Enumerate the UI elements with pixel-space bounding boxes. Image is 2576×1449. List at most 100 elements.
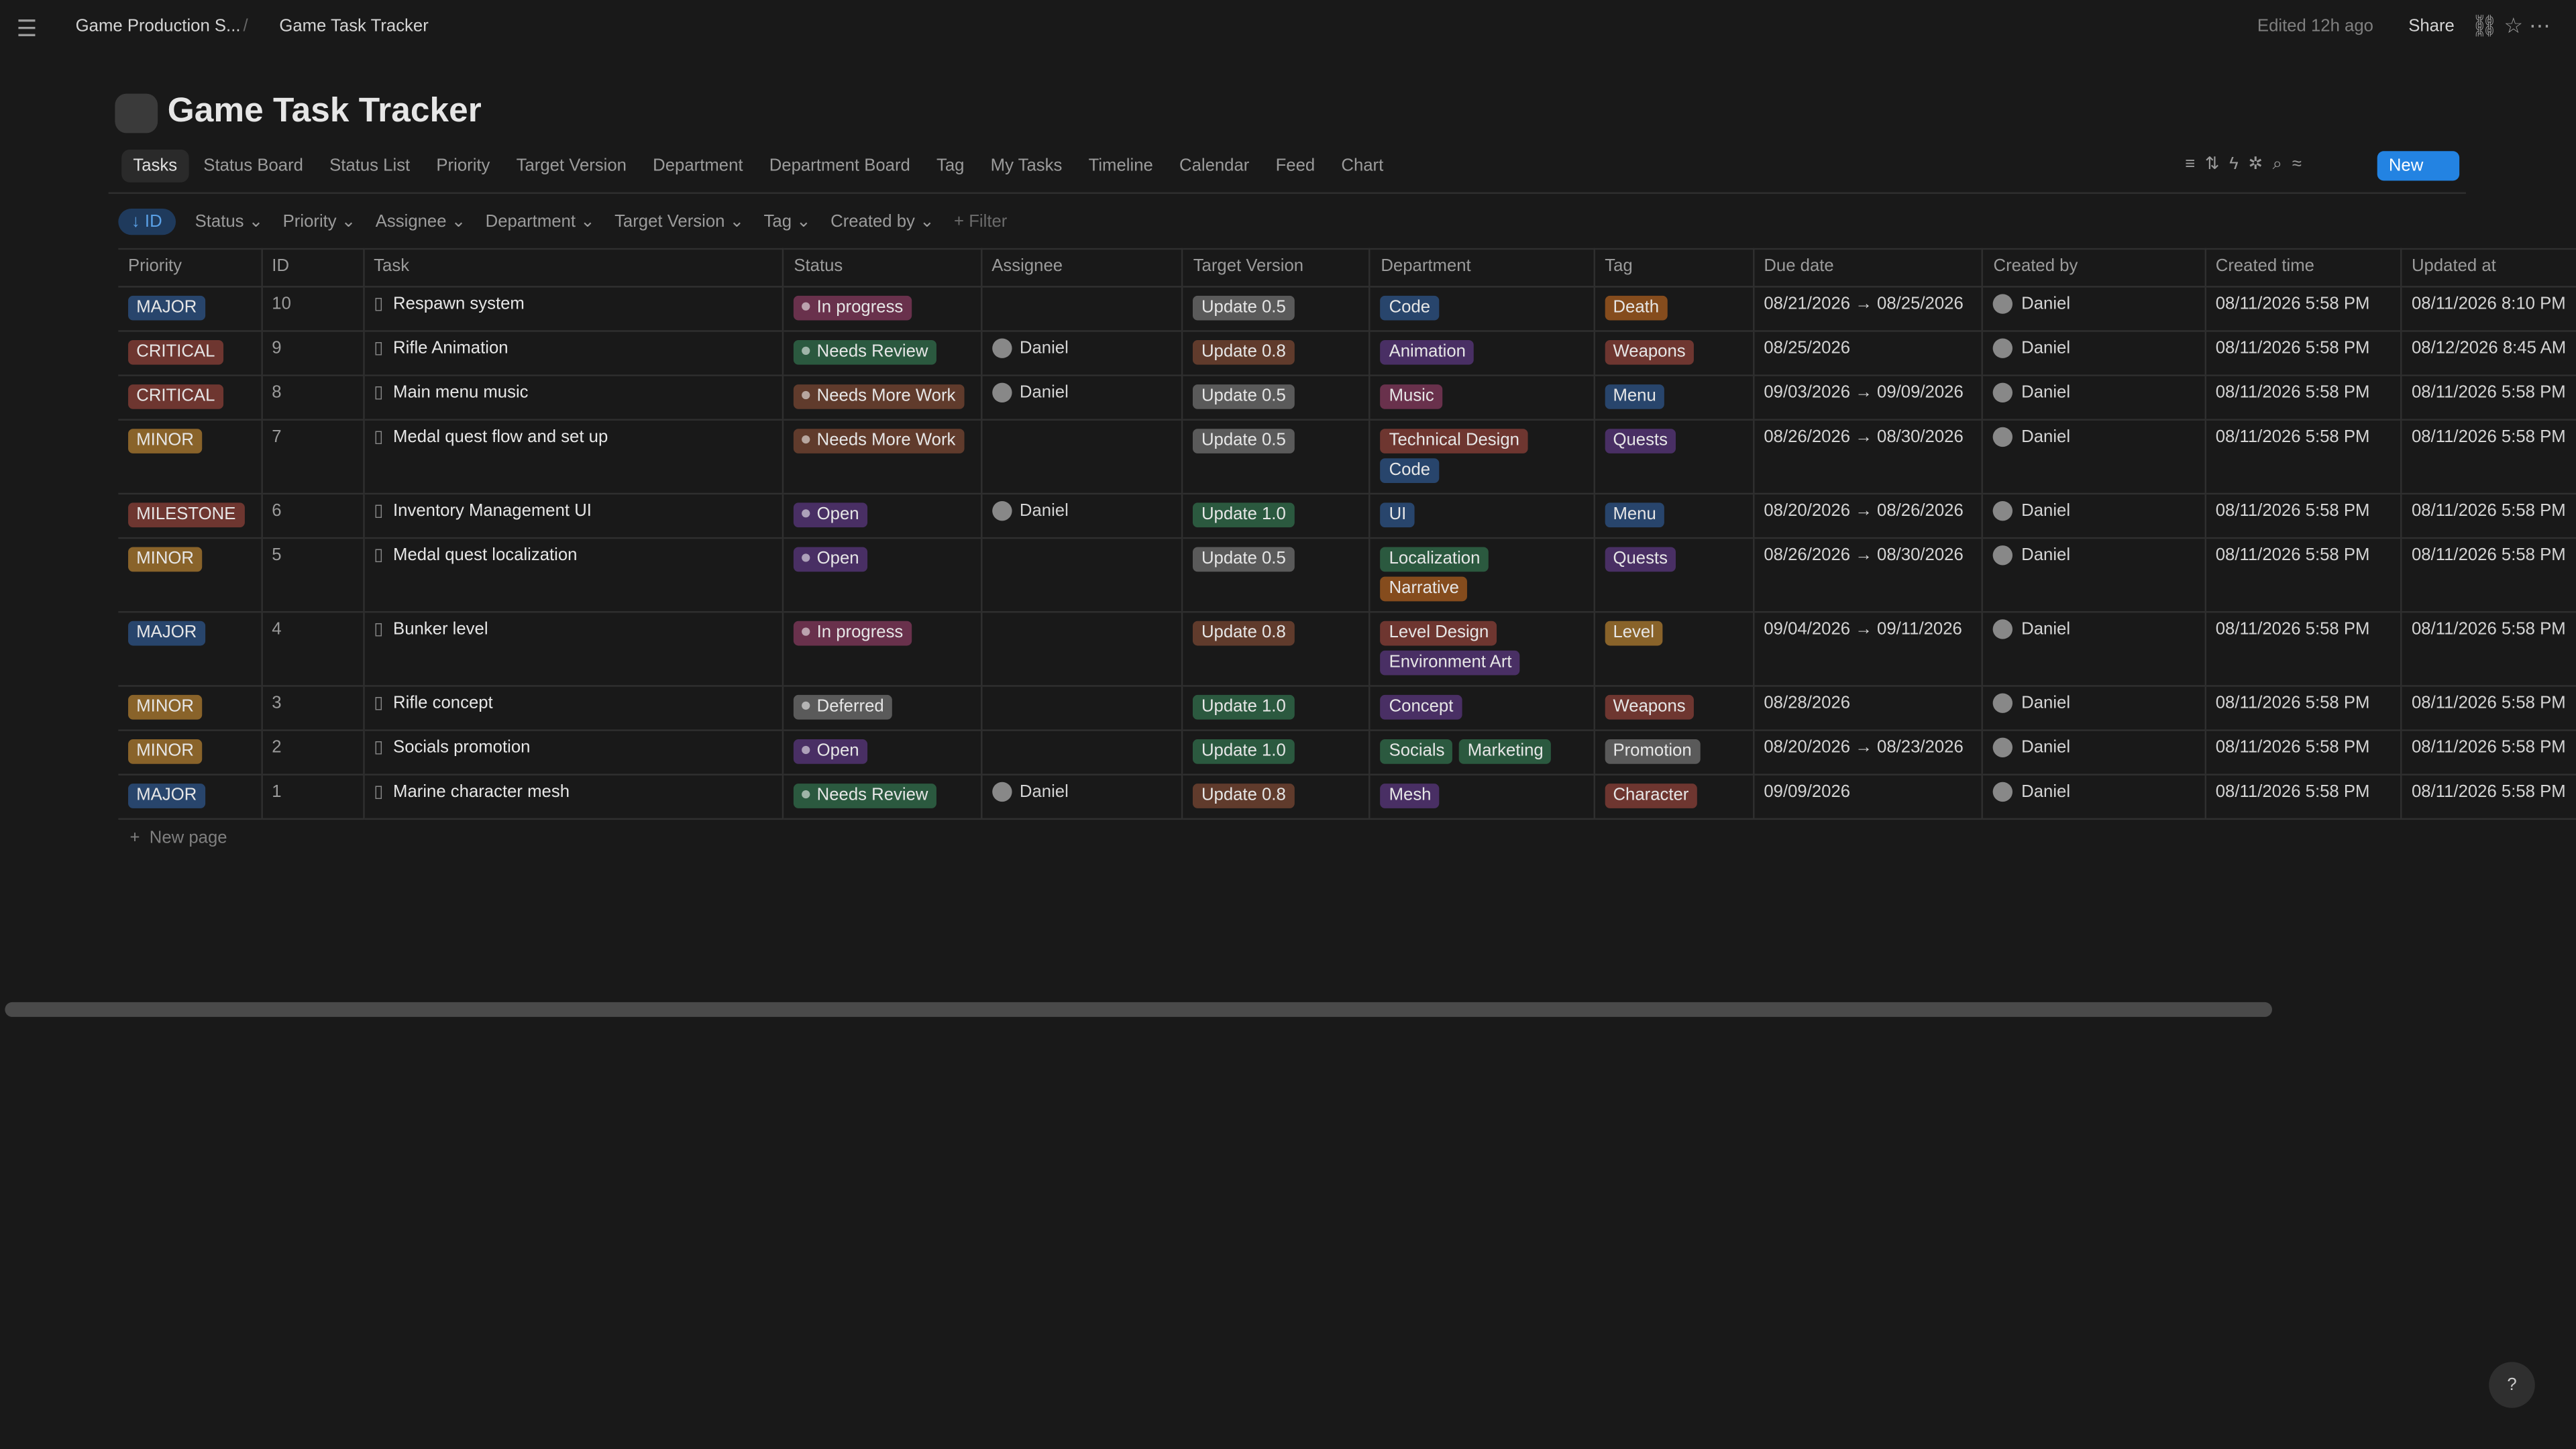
new-page-row[interactable]: + New page xyxy=(129,828,227,848)
due-cell: 08/26/2026 → 08/30/2026 xyxy=(1753,419,1984,495)
created-cell: 08/11/2026 5:58 PM xyxy=(2204,493,2402,539)
avatar xyxy=(991,338,1012,358)
filter-chip[interactable]: Status ⌄ xyxy=(195,211,264,232)
view-tab[interactable]: Status Board xyxy=(203,156,303,176)
column-header[interactable]: Created by xyxy=(1982,248,2206,288)
scrollbar[interactable] xyxy=(5,1002,2272,1017)
avatar xyxy=(1993,294,2013,314)
tag-cell: Quests xyxy=(1594,419,1754,495)
column-header[interactable]: Tag xyxy=(1594,248,1754,288)
view-tab[interactable]: Chart xyxy=(1341,156,1384,176)
add-filter[interactable]: + Filter xyxy=(954,211,1008,232)
share[interactable]: Share xyxy=(2408,16,2455,36)
column-header[interactable]: ID xyxy=(261,248,364,288)
new-page[interactable]: New page xyxy=(149,828,227,848)
column-header[interactable]: Department xyxy=(1370,248,1595,288)
filter-chip[interactable]: Priority ⌄ xyxy=(282,211,356,232)
tag-cell: Menu xyxy=(1594,375,1754,421)
icons[interactable]: ⛓ ☆ ⋯ xyxy=(2471,13,2551,38)
created-by: Daniel xyxy=(2021,782,2071,802)
row[interactable]: MINOR 7 ▯ Medal quest flow and set up Needs … xyxy=(118,419,2576,495)
row[interactable]: MINOR 3 ▯ Rifle concept Deferred Update 1.0 Co… xyxy=(118,686,2576,731)
filter-chip[interactable]: Tag ⌄ xyxy=(763,211,811,232)
view-tab[interactable]: Feed xyxy=(1275,156,1316,176)
updated-cell: 08/11/2026 5:58 PM xyxy=(2401,493,2576,539)
updated-cell: 08/11/2026 5:58 PM xyxy=(2401,612,2576,687)
tag: UI xyxy=(1381,502,1415,528)
filter-chip[interactable]: Department ⌄ xyxy=(485,211,595,232)
column-header[interactable]: Status xyxy=(783,248,982,288)
filter-chip[interactable]: Created by ⌄ xyxy=(830,211,934,232)
created-by: Daniel xyxy=(2021,427,2071,447)
row[interactable]: CRITICAL 8 ▯ Main menu music Needs More Work… xyxy=(118,375,2576,421)
page-icon: ▯ xyxy=(374,782,384,802)
id-cell: 9 xyxy=(261,331,364,376)
view-tab[interactable]: Department Board xyxy=(769,156,910,176)
menu-icon[interactable]: ☰ xyxy=(16,15,38,42)
task-name: Rifle Animation xyxy=(393,338,508,358)
column-header[interactable]: Priority xyxy=(118,248,262,288)
row[interactable]: CRITICAL 9 ▯ Rifle Animation Needs Review Dan… xyxy=(118,331,2576,376)
row[interactable]: MAJOR 4 ▯ Bunker level In progress Update 0.8… xyxy=(118,612,2576,687)
filter-label: Department xyxy=(485,211,576,232)
tag: Update 0.5 xyxy=(1193,429,1295,453)
row[interactable]: MAJOR 10 ▯ Respawn system In progress Update … xyxy=(118,286,2576,332)
column-header[interactable]: Created time xyxy=(2204,248,2402,288)
tag: In progress xyxy=(794,621,912,646)
assignee-cell xyxy=(981,730,1184,775)
tag: Quests xyxy=(1605,547,1676,572)
breadcrumb-1[interactable]: Game Production S... xyxy=(75,16,241,36)
toolbar-icons[interactable]: ≡⇅ϟ✲⌕≈ xyxy=(2185,154,2312,174)
page-icon: ▯ xyxy=(374,338,384,358)
created-by-cell: Daniel xyxy=(1982,375,2206,421)
priority-cell: CRITICAL xyxy=(118,331,262,376)
status-cell: Open xyxy=(783,493,982,539)
task-cell: ▯ Medal quest flow and set up xyxy=(363,419,784,495)
avatar xyxy=(991,500,1012,521)
row[interactable]: MINOR 2 ▯ Socials promotion Open Update 1.0 So… xyxy=(118,730,2576,775)
id-cell: 1 xyxy=(261,774,364,820)
page-icon: ▯ xyxy=(374,382,384,403)
tag-cell: Level xyxy=(1594,612,1754,687)
filter-chip[interactable]: Assignee ⌄ xyxy=(375,211,466,232)
tag: Needs Review xyxy=(794,339,936,365)
created-by: Daniel xyxy=(2021,500,2071,521)
version-cell: Update 0.8 xyxy=(1182,331,1371,376)
view-tab[interactable]: Calendar xyxy=(1179,156,1250,176)
column-header[interactable]: Updated at xyxy=(2401,248,2576,288)
filters: ↓ ID Status ⌄ Priority ⌄ Assignee ⌄ Departme… xyxy=(118,209,1026,235)
created-by: Daniel xyxy=(2021,693,2071,713)
column-header[interactable]: Assignee xyxy=(981,248,1184,288)
row[interactable]: MILESTONE 6 ▯ Inventory Management UI Open Da… xyxy=(118,493,2576,539)
department-cell: Socials Marketing xyxy=(1370,730,1595,775)
view-tab[interactable]: Status List xyxy=(329,156,411,176)
breadcrumb-2[interactable]: Game Task Tracker xyxy=(279,16,429,36)
help-button[interactable]: ? xyxy=(2489,1362,2535,1408)
filter-chip[interactable]: Target Version ⌄ xyxy=(614,211,745,232)
created-by-cell: Daniel xyxy=(1982,493,2206,539)
created-by-cell: Daniel xyxy=(1982,686,2206,731)
tag: Concept xyxy=(1381,694,1462,720)
column-header[interactable]: Due date xyxy=(1753,248,1984,288)
view-tab[interactable]: Tag xyxy=(936,156,965,176)
row[interactable]: MINOR 5 ▯ Medal quest localization Open Updat… xyxy=(118,538,2576,613)
column-header[interactable]: Task xyxy=(363,248,784,288)
assignee-cell xyxy=(981,612,1184,687)
updated-cell: 08/12/2026 8:45 AM xyxy=(2401,331,2576,376)
column-header[interactable]: Target Version xyxy=(1182,248,1371,288)
new-button[interactable]: New xyxy=(2377,151,2460,181)
view-tab[interactable]: Department xyxy=(653,156,743,176)
tag: MILESTONE xyxy=(128,502,244,528)
tag: MINOR xyxy=(128,739,203,764)
view-tab[interactable]: My Tasks xyxy=(990,156,1063,176)
view-tab[interactable]: Priority xyxy=(436,156,490,176)
updated-cell: 08/11/2026 5:58 PM xyxy=(2401,538,2576,613)
view-tab[interactable]: Target Version xyxy=(516,156,627,176)
task-name: Rifle concept xyxy=(393,693,493,713)
sort-chip[interactable]: ↓ ID xyxy=(118,209,176,235)
assignee: Daniel xyxy=(1019,500,1069,521)
view-tab[interactable]: Timeline xyxy=(1088,156,1153,176)
view-tab[interactable]: Tasks xyxy=(121,149,189,182)
status-cell: Needs Review xyxy=(783,774,982,820)
row[interactable]: MAJOR 1 ▯ Marine character mesh Needs Review… xyxy=(118,774,2576,820)
